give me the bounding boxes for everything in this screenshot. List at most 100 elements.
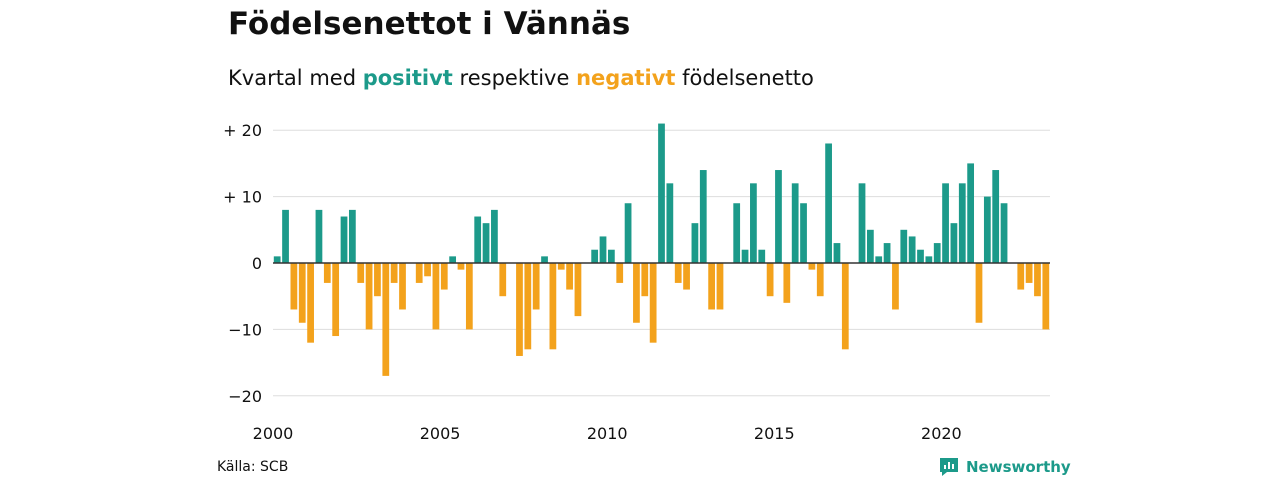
bar: [1042, 263, 1050, 330]
bar: [532, 263, 540, 310]
bar: [340, 216, 348, 263]
bar: [683, 263, 690, 290]
bar: [482, 223, 490, 263]
bar: [825, 143, 832, 263]
bar: [633, 263, 640, 323]
bar: [866, 229, 874, 263]
bar: [900, 229, 908, 263]
bar: [950, 223, 958, 263]
bar: [365, 263, 373, 330]
bar: [666, 183, 674, 263]
bar: [440, 263, 448, 290]
bar: [808, 263, 816, 270]
bar: [674, 263, 682, 283]
bar: [449, 256, 457, 263]
subtitle: Kvartal med positivt respektive negativt…: [228, 66, 814, 90]
bar: [983, 196, 991, 263]
bar: [975, 263, 983, 323]
bar: [733, 203, 741, 263]
bar: [1025, 263, 1033, 283]
bar: [1017, 263, 1025, 290]
bar: [474, 216, 482, 263]
y-tick-label: + 10: [223, 188, 262, 207]
bar: [925, 256, 933, 263]
bar: [858, 183, 866, 263]
y-tick-label: + 20: [223, 121, 262, 140]
bar: [992, 170, 1000, 263]
bar: [591, 249, 599, 263]
bar: [750, 183, 757, 263]
bar: [315, 209, 323, 263]
bar: [917, 249, 924, 263]
bar: [783, 263, 791, 303]
bar: [574, 263, 582, 317]
bar: [1034, 263, 1041, 297]
bar: [382, 263, 390, 376]
bar: [465, 263, 473, 330]
page-title: Födelsenettot i Vännäs: [228, 6, 631, 42]
bar: [766, 263, 774, 297]
bar: [624, 203, 632, 263]
bar: [432, 263, 440, 330]
bar: [658, 123, 665, 263]
bar: [800, 203, 807, 263]
bar: [290, 263, 298, 310]
bar: [708, 263, 716, 310]
y-tick-label: 0: [252, 254, 262, 273]
bar: [649, 263, 657, 343]
brand-logo: Newsworthy: [938, 456, 1071, 478]
bar: [967, 163, 975, 263]
bar: [390, 263, 398, 283]
bar: [841, 263, 849, 350]
bar: [758, 249, 766, 263]
bar: [424, 263, 431, 277]
x-tick-label: 2000: [253, 424, 294, 443]
bar: [816, 263, 824, 297]
subtitle-prefix: Kvartal med: [228, 66, 357, 90]
bar: [958, 183, 966, 263]
bar: [1000, 203, 1008, 263]
bar: [699, 170, 707, 263]
bar: [457, 263, 465, 270]
x-tick-label: 2020: [921, 424, 962, 443]
subtitle-negative-word: negativt: [576, 66, 676, 90]
bar: [883, 243, 891, 263]
subtitle-suffix: födelsenetto: [682, 66, 814, 90]
bar: [332, 263, 340, 337]
x-tick-label: 2010: [587, 424, 628, 443]
bar: [908, 236, 916, 263]
bar: [516, 263, 523, 356]
source-note: Källa: SCB: [217, 459, 289, 475]
bar: [933, 243, 941, 263]
x-tick-label: 2015: [754, 424, 795, 443]
bar: [298, 263, 306, 323]
bar: [273, 256, 281, 263]
bar: [641, 263, 649, 297]
bar: [323, 263, 331, 283]
bar: [875, 256, 883, 263]
y-tick-label: −10: [228, 320, 262, 339]
bar: [599, 236, 607, 263]
bar: [491, 209, 498, 263]
bar: [374, 263, 381, 297]
bar: [541, 256, 548, 263]
bar: [791, 183, 799, 263]
bar: [741, 249, 749, 263]
bar: [833, 243, 841, 263]
subtitle-positive-word: positivt: [362, 66, 453, 90]
bar: [399, 263, 406, 310]
bar: [942, 183, 949, 263]
bar: [348, 209, 356, 263]
x-tick-label: 2005: [420, 424, 461, 443]
bar: [716, 263, 724, 310]
bar: [691, 223, 699, 263]
bar: [775, 170, 782, 263]
bar: [557, 263, 565, 270]
bar: [549, 263, 557, 350]
bar: [357, 263, 365, 283]
bar: [307, 263, 314, 343]
bar: [607, 249, 615, 263]
bar: [616, 263, 624, 283]
bar: [499, 263, 507, 297]
subtitle-middle: respektive: [459, 66, 570, 90]
